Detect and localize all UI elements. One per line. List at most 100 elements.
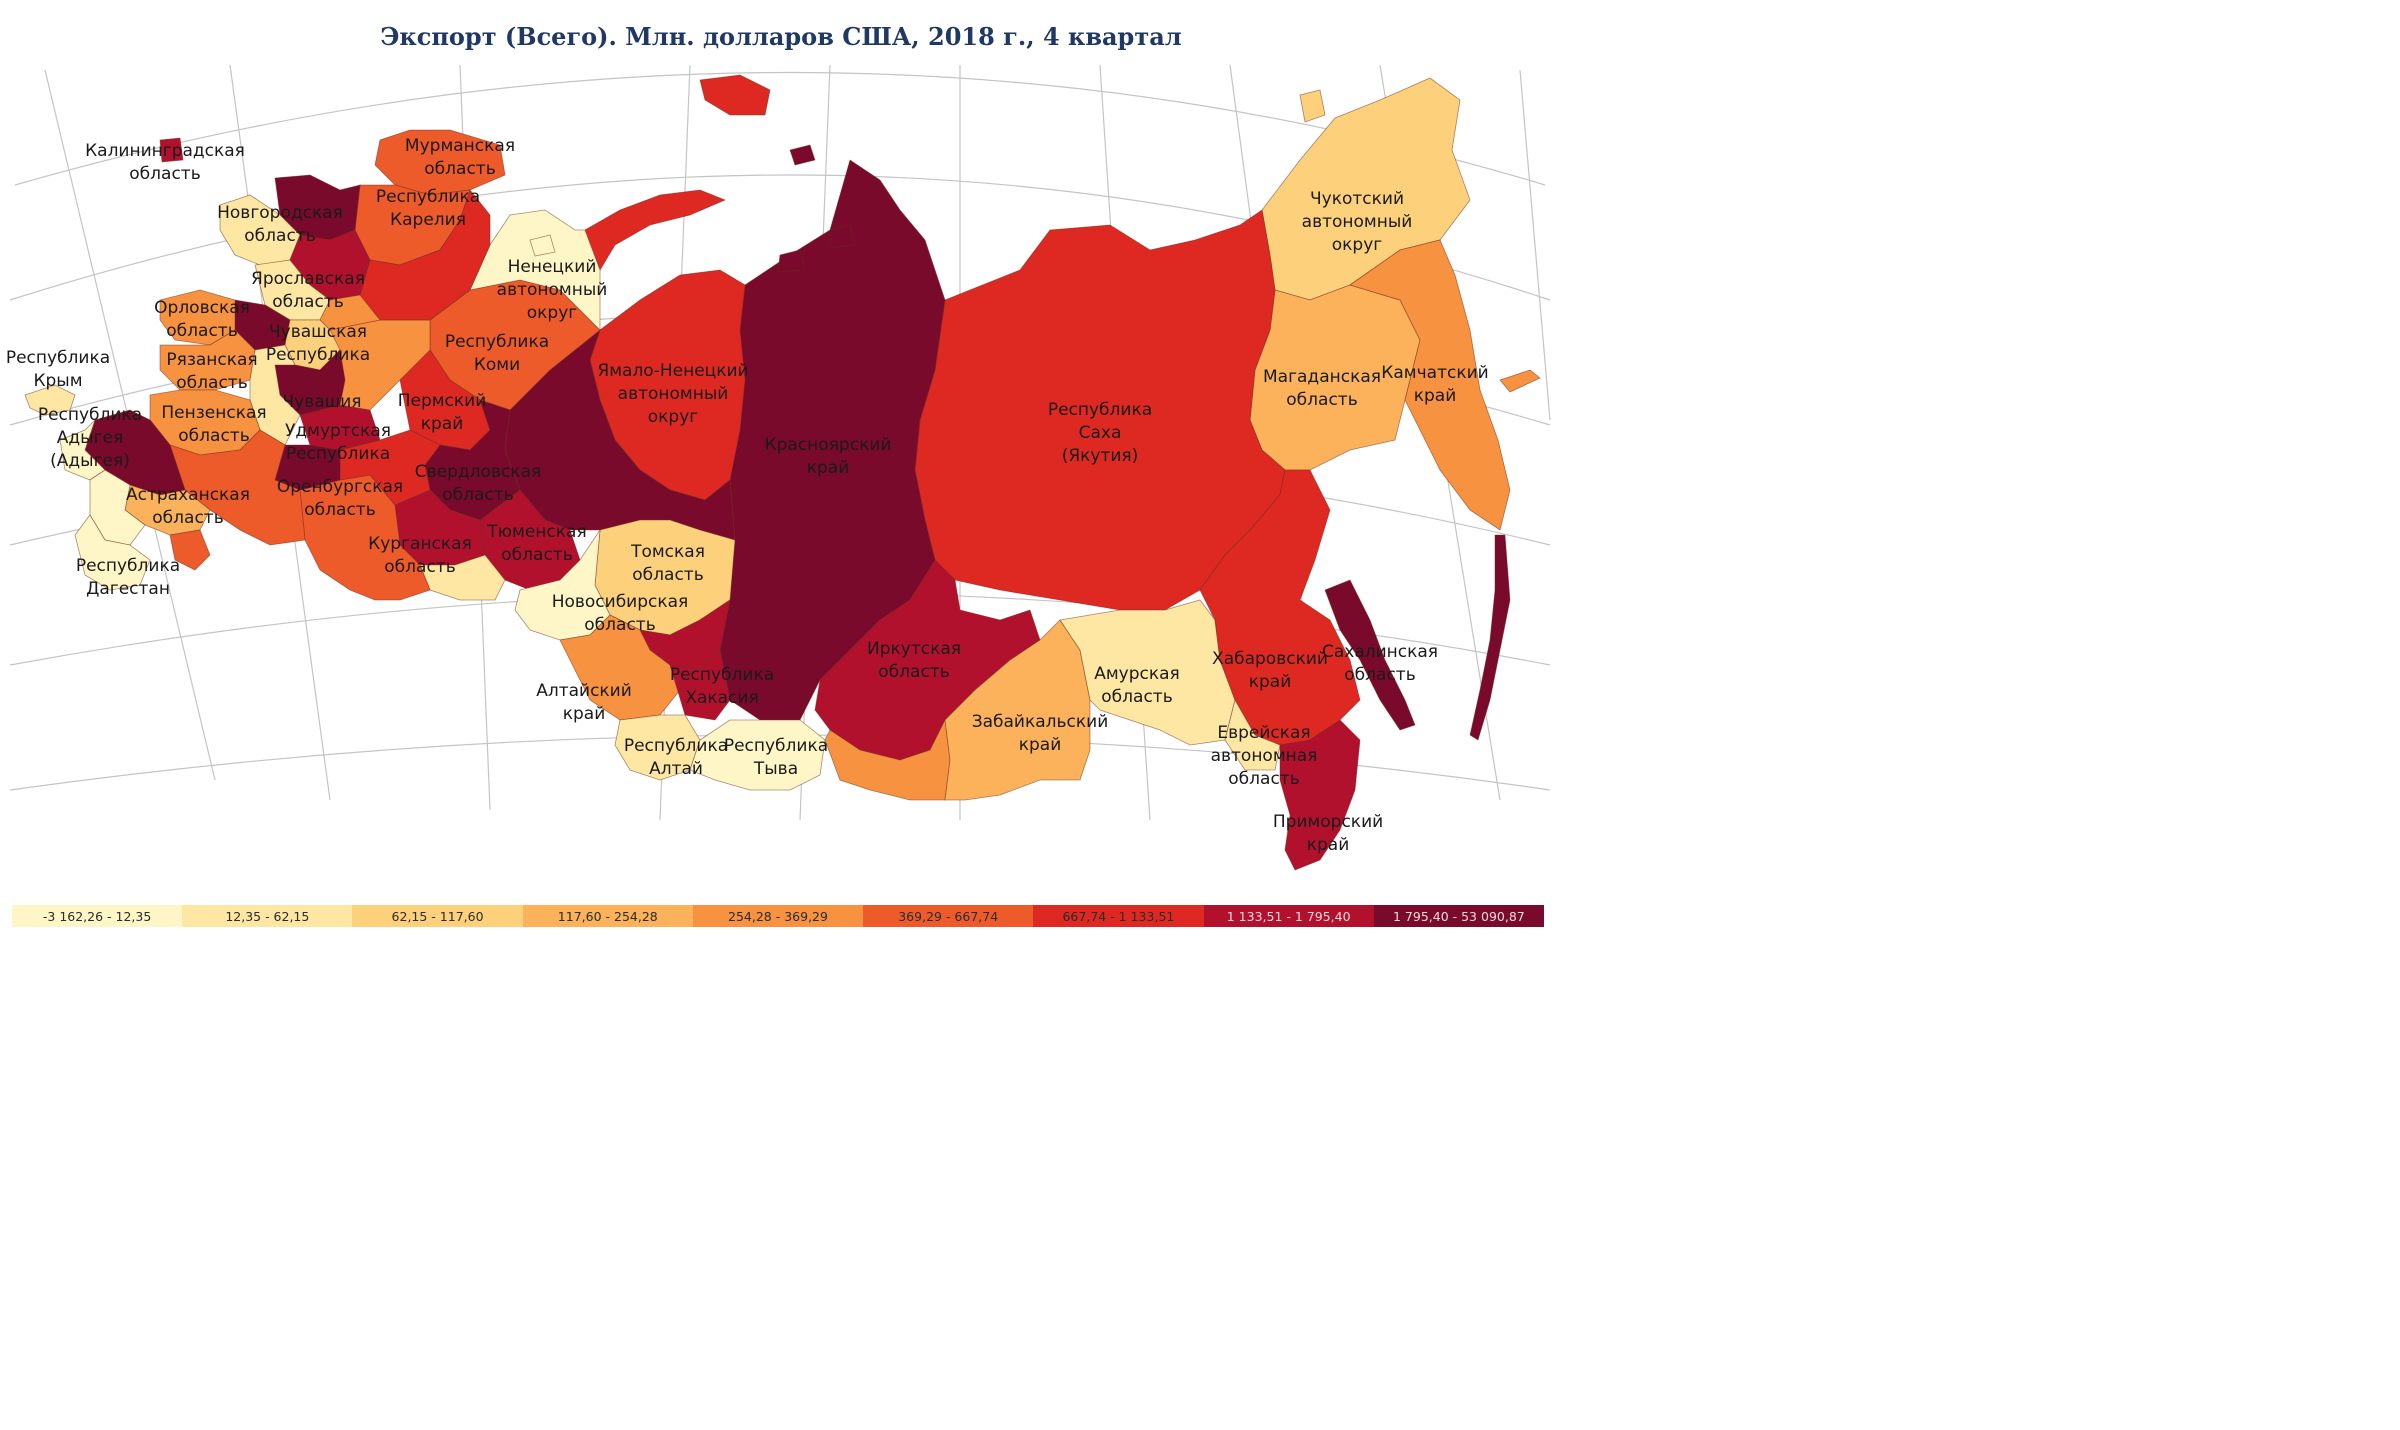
region-label-khakassia: Республика Хакасия — [670, 665, 774, 708]
region-adygea[interactable] — [59, 419, 106, 481]
region-label-line: область — [1228, 769, 1299, 789]
region-label-line: Карелия — [390, 210, 466, 230]
region-label-line: край — [1307, 835, 1350, 855]
region-dagestan[interactable] — [74, 514, 151, 591]
region-label-primorsky: Приморский край — [1273, 812, 1383, 855]
region-label-line: область — [424, 159, 495, 179]
region-chukotka-island — [1299, 89, 1326, 123]
region-kurgan[interactable] — [419, 554, 506, 601]
region-label-novgorod: Новгородская область — [217, 203, 343, 246]
legend-item: 1 133,51 - 1 795,40 — [1203, 905, 1374, 927]
legend-item: 369,29 - 667,74 — [863, 905, 1034, 927]
region-label-line: Оренбургская — [277, 477, 403, 497]
region-label-tyva: Республика Тыва — [724, 736, 828, 779]
region-label-line: Рязанская — [166, 350, 257, 370]
region-label-line: Ненецкий — [508, 257, 597, 277]
region-label-line: Алтайский — [536, 681, 632, 701]
region-label-line: Чукотский — [1310, 189, 1404, 209]
region-label-line: область — [1344, 665, 1415, 685]
region-label-line: Амурская — [1094, 664, 1180, 684]
region-label-line: Саха — [1079, 423, 1122, 443]
region-kaliningrad[interactable] — [159, 137, 184, 163]
region-label-line: область — [878, 662, 949, 682]
legend: -3 162,26 - 12,35 12,35 - 62,15 62,15 - 11… — [12, 905, 1544, 927]
region-label-line: округ — [527, 303, 578, 323]
region-label-line: область — [304, 500, 375, 520]
region-label-line: Удмуртская — [285, 421, 391, 441]
region-label-line: область — [166, 321, 237, 341]
region-label-dagestan: Республика Дагестан — [76, 556, 180, 599]
region-label-line: Республика — [724, 736, 828, 756]
region-label-line: автономный — [618, 384, 729, 404]
region-primorsky[interactable] — [1279, 719, 1361, 871]
region-label-orel: Орловская область — [154, 298, 250, 341]
region-label-line: Крым — [33, 371, 82, 391]
region-stavropol — [169, 529, 211, 571]
region-label-line: округ — [648, 407, 699, 427]
region-label-karelia: Республика Карелия — [376, 187, 480, 230]
region-label-line: Калининградская — [85, 141, 245, 161]
region-label-line: Астраханская — [126, 485, 250, 505]
region-label-zabaikalsky: Забайкальский край — [972, 712, 1109, 755]
region-label-line: Республика — [38, 405, 142, 425]
region-label-jewish: Еврейская автономная область — [1211, 723, 1318, 789]
region-label-line: область — [178, 426, 249, 446]
region-kamchatka[interactable] — [1349, 239, 1511, 531]
region-label-line: Камчатский — [1381, 363, 1488, 383]
region-label-krasnoyarsk: Красноярский край — [765, 435, 892, 478]
region-murmansk[interactable] — [374, 129, 506, 196]
region-label-perm: Пермский край — [398, 391, 487, 434]
region-label-amur: Амурская область — [1094, 664, 1180, 707]
region-taimyr-islands — [777, 144, 856, 273]
region-label-line: Республика — [286, 444, 390, 464]
legend-item: 254,28 - 369,29 — [692, 905, 864, 927]
region-label-line: Республика — [76, 556, 180, 576]
region-nenets[interactable] — [469, 209, 601, 331]
region-label-line: Республика — [376, 187, 480, 207]
region-label-line: Мурманская — [405, 136, 515, 156]
region-label-line: Республика — [445, 332, 549, 352]
region-label-line: Чувашская — [269, 322, 367, 342]
region-labels: Калининградская область Мурманская область Р… — [6, 136, 1489, 855]
region-label-line: Пензенская — [161, 403, 266, 423]
region-crimea[interactable] — [24, 384, 76, 416]
region-label-chuvash_rep: Чувашская Республика — [266, 322, 370, 365]
region-label-line: Новосибирская — [552, 592, 689, 612]
region-label-line: Республика — [670, 665, 774, 685]
region-label-line: Республика — [1048, 400, 1152, 420]
region-label-line: область — [272, 292, 343, 312]
region-label-line: Курганская — [368, 534, 472, 554]
region-label-crimea: Республика Крым — [6, 348, 110, 391]
region-tyva[interactable] — [689, 719, 826, 791]
region-label-line: область — [501, 545, 572, 565]
region-label-line: область — [244, 226, 315, 246]
legend-item: 667,74 - 1 133,51 — [1033, 905, 1204, 927]
map-title: Экспорт (Всего). Млн. долларов США, 2018… — [380, 22, 1182, 51]
region-label-sakha: Республика Саха (Якутия) — [1048, 400, 1152, 466]
region-label-line: Ямало-Ненецкий — [597, 361, 748, 381]
region-label-line: область — [129, 164, 200, 184]
region-label-line: Республика — [624, 736, 728, 756]
region-label-kamchatka: Камчатский край — [1381, 363, 1488, 406]
region-label-line: Адыгея — [57, 428, 123, 448]
region-label-line: Приморский — [1273, 812, 1383, 832]
region-chuvashia[interactable] — [249, 344, 301, 446]
region-label-yaroslavl: Ярославская область — [251, 269, 365, 312]
region-label-line: область — [152, 508, 223, 528]
region-label-line: Свердловская — [415, 462, 541, 482]
region-label-murmansk: Мурманская область — [405, 136, 515, 179]
region-label-altai_rep: Республика Алтай — [624, 736, 728, 779]
russia-choropleth-map: Калининградская область Мурманская область Р… — [6, 64, 1551, 871]
region-label-line: автономная — [1211, 746, 1318, 766]
region-zabaikalsky[interactable] — [944, 619, 1091, 801]
region-label-line: Республика — [266, 345, 370, 365]
region-label-kaliningrad: Калининградская область — [85, 141, 245, 184]
region-label-line: Орловская — [154, 298, 250, 318]
region-label-line: область — [442, 485, 513, 505]
region-label-line: Чувашия — [283, 392, 362, 412]
region-label-line: край — [1414, 386, 1457, 406]
region-sakhalin[interactable] — [1324, 579, 1416, 731]
region-label-line: Иркутская — [867, 639, 961, 659]
region-franz-josef — [699, 74, 771, 116]
region-label-udmurtia: Удмуртская Республика — [285, 421, 391, 464]
